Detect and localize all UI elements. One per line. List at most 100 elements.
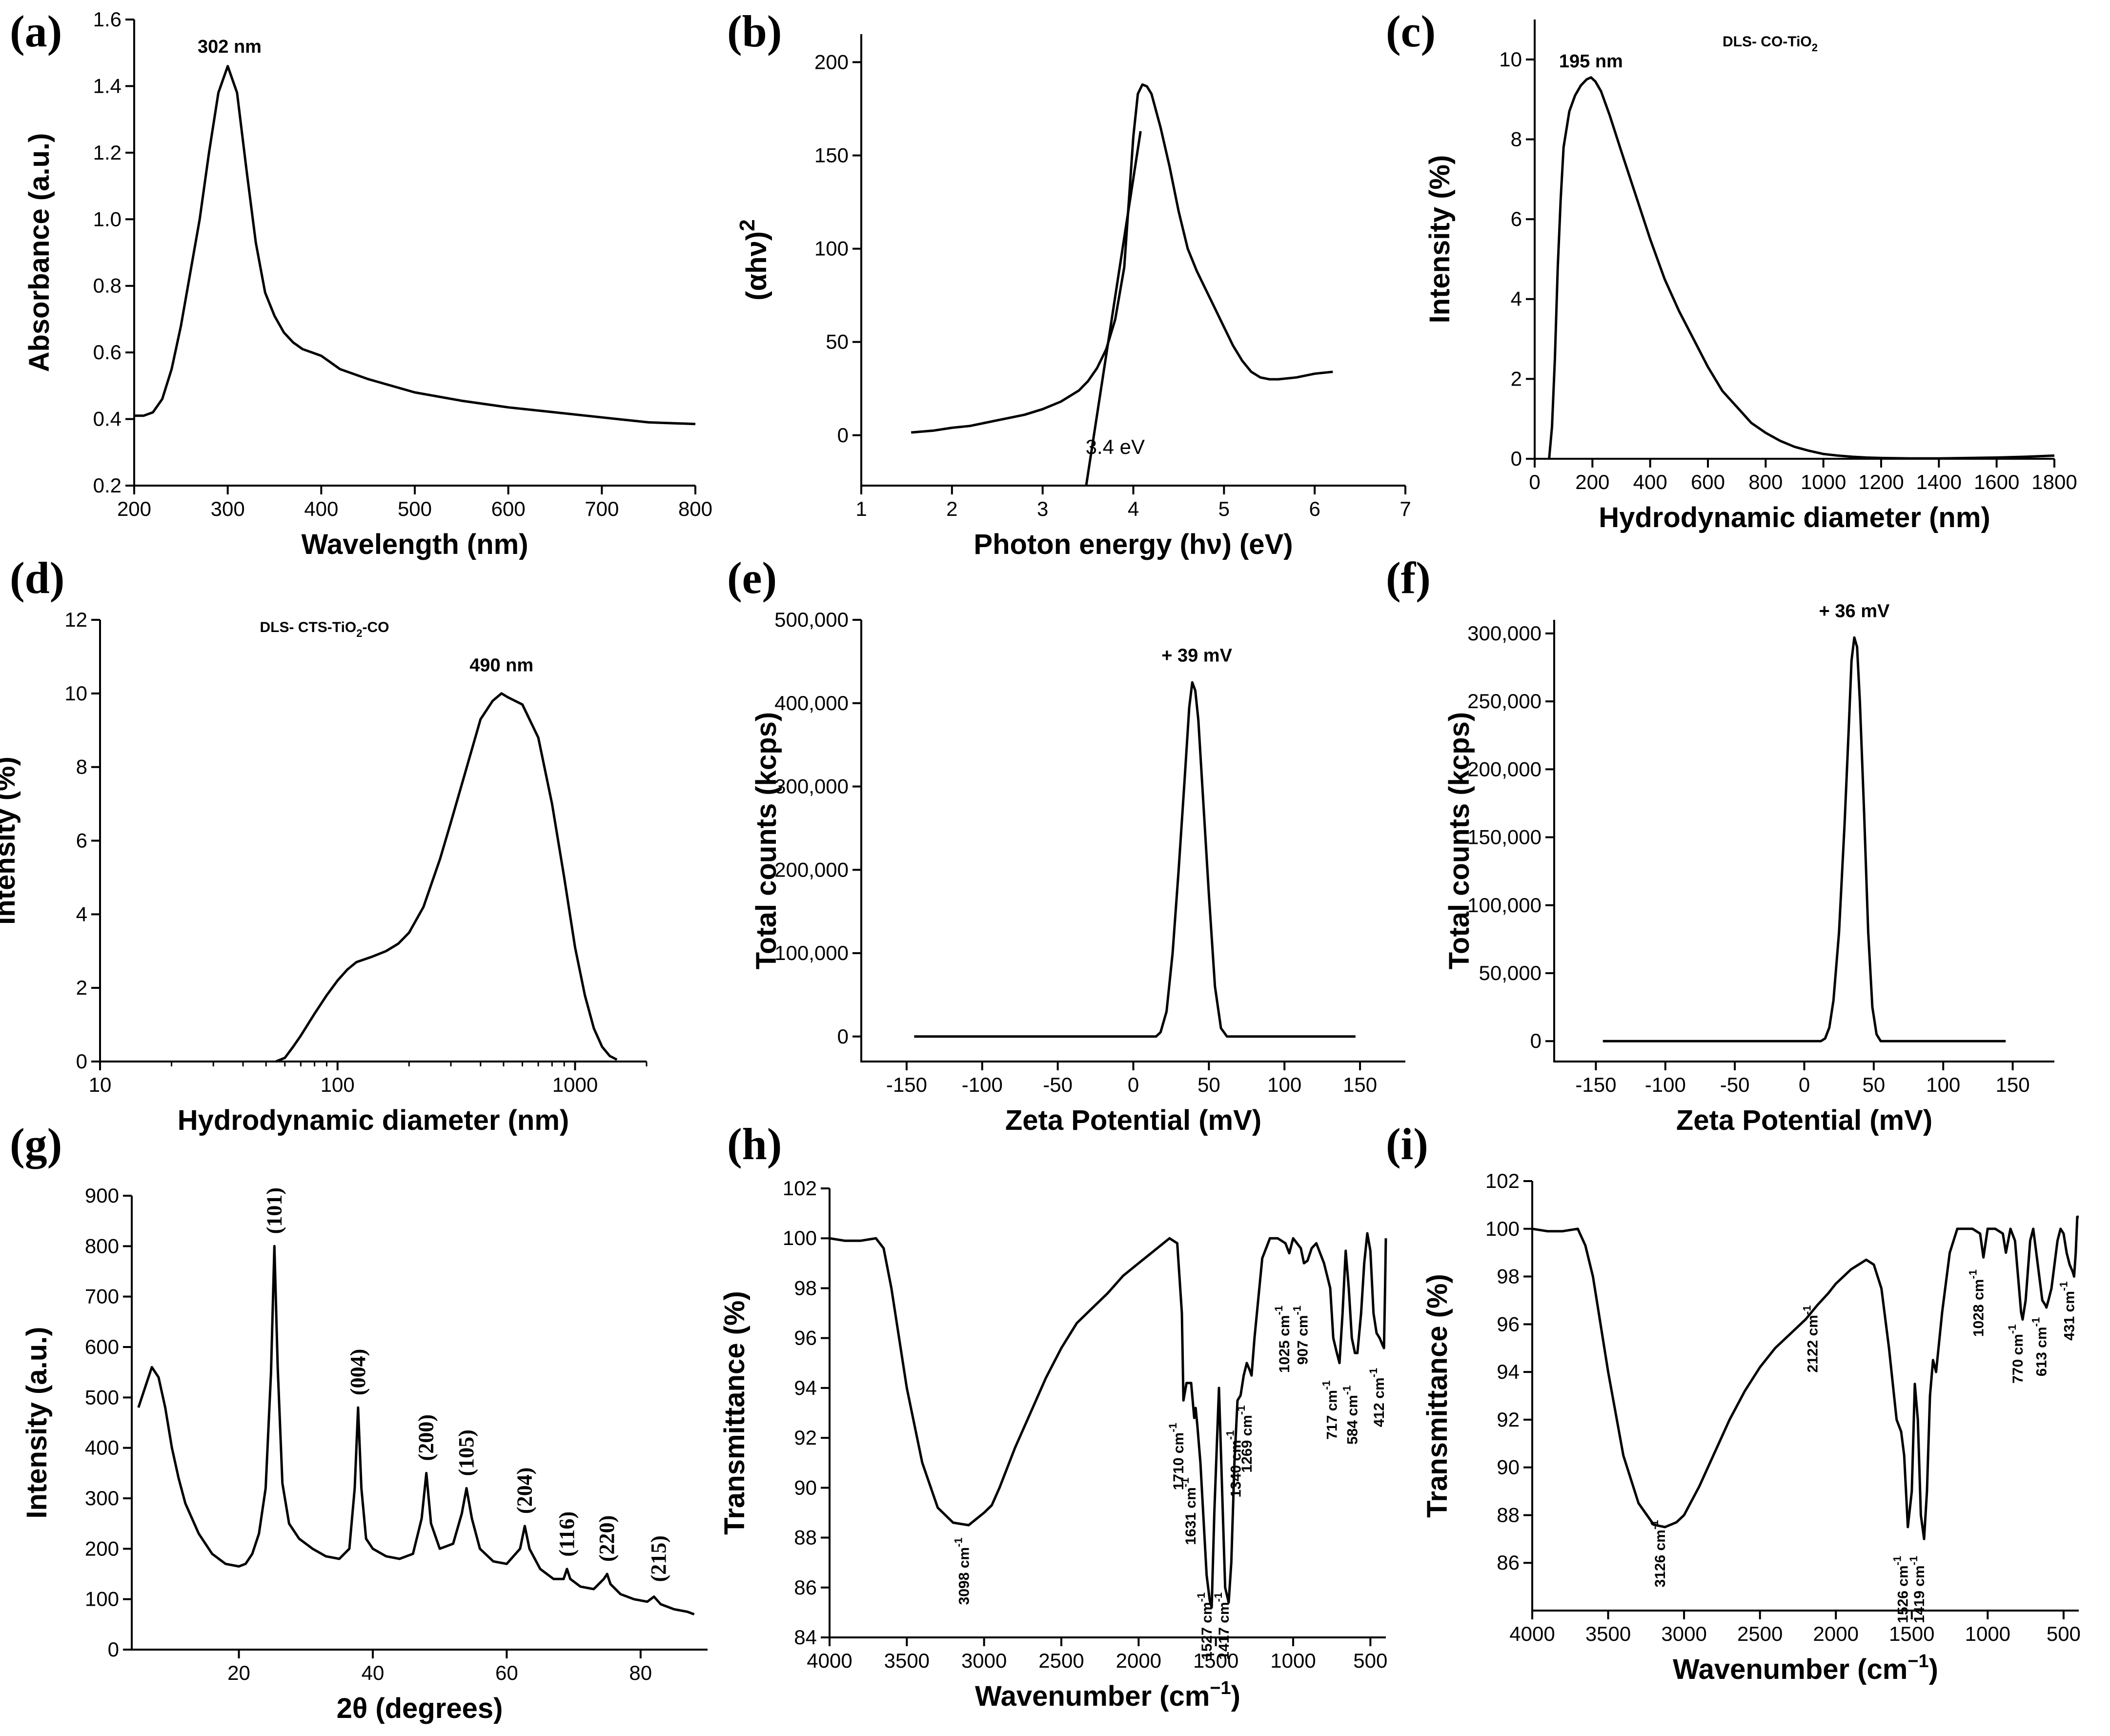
x-tick-label: 150	[1343, 1073, 1377, 1096]
x-tick-label: 3000	[961, 1649, 1007, 1672]
y-tick-label: 0	[837, 424, 849, 447]
peak-annotation: 2122 cm-1	[1801, 1305, 1821, 1372]
x-tick-label: -100	[1645, 1073, 1686, 1096]
peak-annotation: 1025 cm-1	[1273, 1306, 1293, 1373]
chart-panel-7: (g)20 40 60 8001002003004005006007008009002…	[10, 1119, 708, 1724]
data-series-line	[829, 1232, 1387, 1609]
y-tick-label: 100,000	[1467, 894, 1542, 917]
peak-annotation: 907 cm-1	[1291, 1306, 1311, 1365]
x-tick-label: 1000	[552, 1073, 598, 1096]
y-tick-label: 88	[1497, 1503, 1520, 1526]
peak-annotation: 3.4 eV	[1086, 435, 1145, 458]
axis-frame	[860, 620, 1405, 1062]
chart-panel-6: (f) -150 -100 -50 0 50 100 150 0 50,000 100,000 150…	[1386, 553, 2054, 1136]
x-tick-label: 100	[321, 1073, 355, 1096]
chart-panel-2: (b) 1 2 3 4 5 6 7 0 50 100 150 200 Photon energy (hν)…	[727, 6, 1411, 560]
y-tick-label: 86	[794, 1576, 817, 1599]
peak-annotation: 412 cm-1	[1367, 1368, 1387, 1427]
panel-label: (h)	[727, 1119, 782, 1169]
axis-frame	[1553, 620, 2054, 1062]
panel-label: (i)	[1386, 1119, 1428, 1169]
y-tick-label: 98	[794, 1276, 817, 1299]
y-tick-label: 500,000	[774, 608, 849, 631]
y-tick-label: 200,000	[1467, 757, 1542, 780]
y-tick-label: 2	[76, 976, 87, 999]
x-tick-label: 400	[304, 497, 338, 520]
y-tick-label: 94	[1497, 1360, 1520, 1383]
x-tick-label: 3000	[1661, 1622, 1706, 1645]
x-tick-label: 200	[117, 497, 151, 520]
y-tick-label: 2	[1511, 367, 1522, 390]
peak-annotation: 1417 cm-1	[1212, 1593, 1232, 1660]
x-tick-label: 1000	[1965, 1622, 2010, 1645]
x-tick-label: 4000	[1509, 1622, 1555, 1645]
data-series-line	[1532, 1215, 2079, 1540]
y-tick-label: 1.4	[93, 74, 122, 97]
y-tick-label: 0	[1511, 447, 1522, 470]
x-axis-label: Wavenumber (cm−1)	[975, 1678, 1240, 1712]
x-tick-label: 2000	[1116, 1649, 1161, 1672]
y-axis-label: Transmittance (%)	[719, 1291, 751, 1535]
y-tick-label: 250,000	[1467, 690, 1542, 713]
x-axis-label: Wavenumber (cm−1)	[1673, 1651, 1938, 1685]
x-tick-label: 500	[1353, 1649, 1387, 1672]
x-tick-label: 60	[495, 1661, 518, 1684]
x-axis-label: Wavelength (nm)	[301, 529, 528, 560]
x-tick-label: 4	[1128, 497, 1139, 520]
x-tick-label: 3500	[884, 1649, 930, 1672]
peak-annotation: 3098 cm-1	[953, 1537, 973, 1605]
y-tick-label: 400,000	[774, 692, 849, 715]
x-tick-label: 1800	[2031, 470, 2077, 493]
y-axis-label: Intensity (a.u.)	[21, 1327, 53, 1518]
y-tick-label: 100	[814, 237, 849, 260]
y-tick-label: 90	[1497, 1456, 1520, 1479]
y-tick-label: 200,000	[774, 858, 849, 881]
peak-annotation: + 36 mV	[1819, 601, 1890, 621]
y-tick-label: 10	[64, 682, 87, 705]
y-tick-label: 50,000	[1479, 961, 1542, 984]
axis-frame	[99, 620, 647, 1062]
y-tick-label: 0	[76, 1050, 87, 1073]
x-tick-label: -50	[1720, 1073, 1750, 1096]
hkl-label: (200)	[414, 1414, 438, 1461]
y-tick-label: 0.4	[93, 408, 122, 430]
x-tick-label: 0	[1799, 1073, 1810, 1096]
chart-panel-4: (d) 10 100 1000 0 2 4 6 8 10 12 Hydrodynamic diamet…	[0, 553, 648, 1136]
y-tick-label: 700	[85, 1285, 119, 1308]
y-tick-label: 8	[1511, 127, 1522, 150]
data-series-line	[275, 692, 618, 1063]
y-axis-label: Absorbance (a.u.)	[23, 133, 55, 372]
x-tick-label: 20	[227, 1661, 250, 1684]
x-tick-label: 1000	[1801, 470, 1846, 493]
x-tick-label: 3	[1037, 497, 1048, 520]
panel-label: (e)	[727, 553, 777, 603]
peak-annotation: 584 cm-1	[1341, 1386, 1361, 1445]
chart-panel-5: (e) -150 -100 -50 0 50 100 150 0 100,000 200,000 30…	[727, 553, 1405, 1136]
peak-annotation: 1527 cm-1	[1195, 1593, 1215, 1660]
y-axis-label: Intensity (%)	[0, 756, 21, 925]
y-tick-label: 92	[1497, 1408, 1520, 1431]
x-tick-label: 500	[398, 497, 432, 520]
y-tick-label: 150	[814, 143, 849, 166]
y-tick-label: 0.8	[93, 274, 122, 297]
peak-annotation: 302 nm	[198, 37, 262, 57]
x-tick-label: -100	[962, 1073, 1003, 1096]
x-tick-label: 2000	[1813, 1622, 1859, 1645]
data-series-line	[914, 681, 1356, 1038]
hkl-label: (105)	[454, 1430, 478, 1476]
x-tick-label: 700	[585, 497, 619, 520]
y-tick-label: 100	[85, 1588, 119, 1611]
axis-frame	[860, 34, 1405, 487]
x-axis-label: Photon energy (hν) (eV)	[974, 529, 1293, 560]
x-axis-label: Hydrodynamic diameter (nm)	[1599, 502, 1990, 533]
peak-annotation: 717 cm-1	[1320, 1380, 1340, 1439]
y-axis-label: Total counts (kcps)	[1443, 712, 1475, 969]
chart-panel-1: (a) 200 300 400 500 600 700 800 0.2 0.4 0.6 0.8 1.0 1…	[10, 6, 712, 560]
peak-annotation: 3126 cm-1	[1648, 1520, 1668, 1587]
x-tick-label: 400	[1633, 470, 1667, 493]
axis-frame	[1534, 20, 2054, 460]
y-tick-label: 84	[794, 1626, 817, 1649]
y-tick-label: 100	[1485, 1217, 1520, 1240]
chart-panel-9: (i) 4000 3500 3000 2500 2000 1500 1000 500 86 88 90…	[1386, 1119, 2081, 1685]
